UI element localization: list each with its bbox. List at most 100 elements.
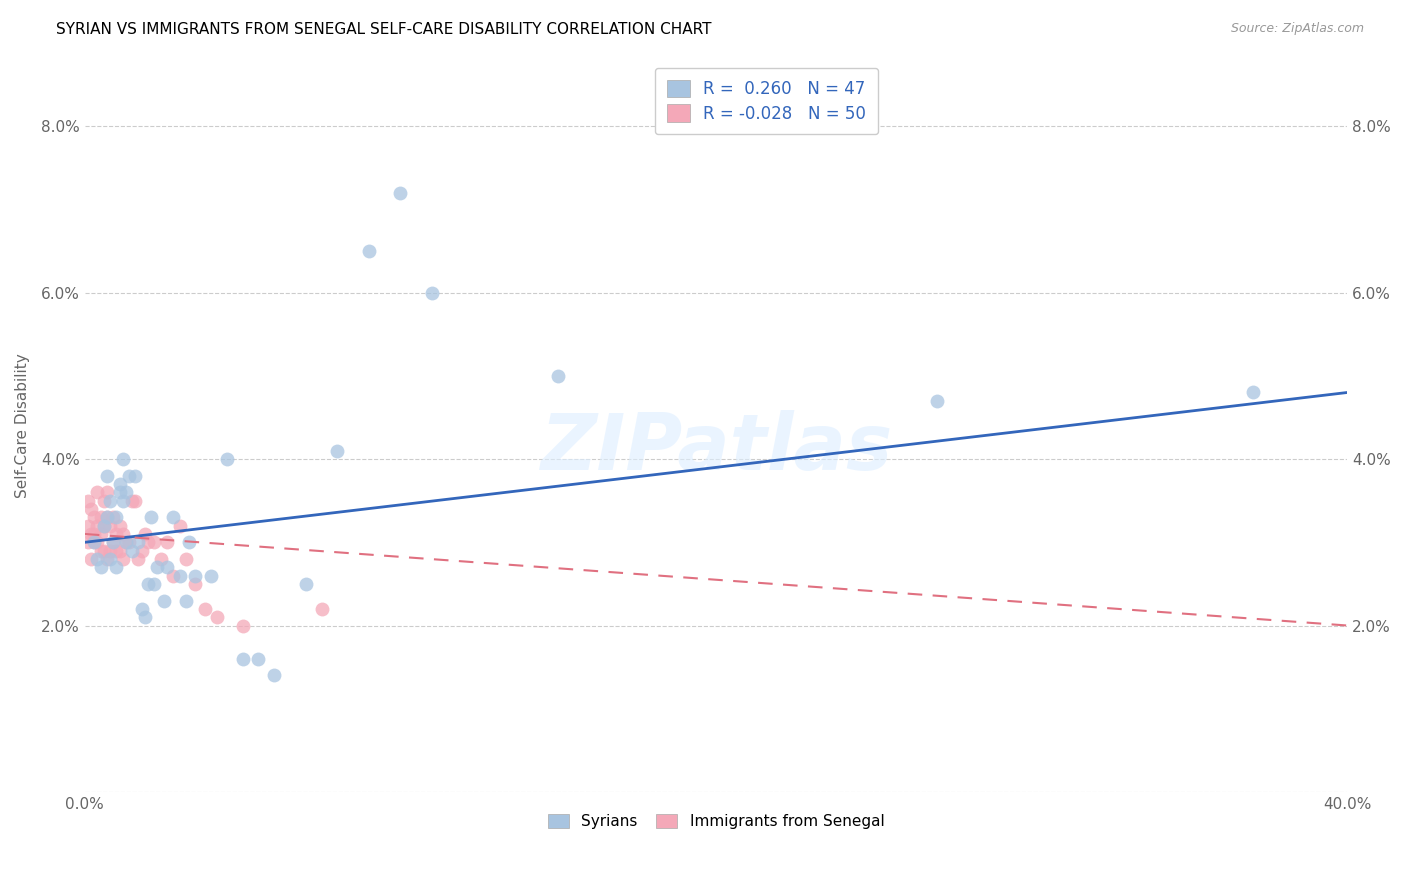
Point — [83, 527, 105, 541]
Point — [177, 535, 200, 549]
Point — [146, 560, 169, 574]
Point — [115, 535, 138, 549]
Point — [124, 468, 146, 483]
Point — [294, 577, 316, 591]
Point — [111, 452, 134, 467]
Point — [925, 393, 948, 408]
Point — [547, 368, 569, 383]
Point — [121, 493, 143, 508]
Point — [93, 543, 115, 558]
Point — [263, 668, 285, 682]
Point — [111, 493, 134, 508]
Point — [118, 468, 141, 483]
Point — [90, 510, 112, 524]
Point — [131, 543, 153, 558]
Point — [77, 518, 100, 533]
Point — [108, 477, 131, 491]
Point — [207, 610, 229, 624]
Point — [232, 652, 254, 666]
Point — [90, 527, 112, 541]
Point — [96, 552, 118, 566]
Point — [111, 527, 134, 541]
Text: Source: ZipAtlas.com: Source: ZipAtlas.com — [1230, 22, 1364, 36]
Point — [105, 510, 128, 524]
Point — [93, 518, 115, 533]
Point — [98, 493, 121, 508]
Point — [184, 568, 207, 582]
Point — [200, 568, 222, 582]
Point — [105, 527, 128, 541]
Point — [103, 510, 125, 524]
Point — [83, 510, 105, 524]
Point — [169, 518, 191, 533]
Point — [139, 510, 162, 524]
Point — [93, 518, 115, 533]
Point — [121, 543, 143, 558]
Point — [420, 285, 443, 300]
Point — [90, 543, 112, 558]
Point — [311, 602, 333, 616]
Point — [83, 535, 105, 549]
Point — [149, 552, 172, 566]
Point — [105, 543, 128, 558]
Point — [96, 510, 118, 524]
Point — [90, 560, 112, 574]
Point — [389, 186, 412, 200]
Point — [152, 593, 174, 607]
Point — [115, 485, 138, 500]
Point — [326, 443, 349, 458]
Point — [143, 577, 166, 591]
Point — [162, 568, 184, 582]
Point — [156, 535, 179, 549]
Point — [103, 535, 125, 549]
Point — [80, 552, 103, 566]
Text: SYRIAN VS IMMIGRANTS FROM SENEGAL SELF-CARE DISABILITY CORRELATION CHART: SYRIAN VS IMMIGRANTS FROM SENEGAL SELF-C… — [56, 22, 711, 37]
Point — [357, 244, 380, 258]
Point — [128, 535, 150, 549]
Point — [108, 518, 131, 533]
Point — [96, 468, 118, 483]
Point — [169, 568, 191, 582]
Point — [80, 502, 103, 516]
Point — [115, 535, 138, 549]
Point — [105, 560, 128, 574]
Point — [80, 527, 103, 541]
Point — [86, 535, 108, 549]
Point — [118, 535, 141, 549]
Point — [136, 577, 159, 591]
Point — [1241, 385, 1264, 400]
Point — [131, 602, 153, 616]
Point — [184, 577, 207, 591]
Point — [96, 510, 118, 524]
Point — [134, 527, 156, 541]
Y-axis label: Self-Care Disability: Self-Care Disability — [15, 353, 30, 498]
Point — [98, 518, 121, 533]
Point — [77, 535, 100, 549]
Point — [108, 543, 131, 558]
Point — [174, 593, 197, 607]
Legend: Syrians, Immigrants from Senegal: Syrians, Immigrants from Senegal — [541, 808, 890, 836]
Point — [232, 618, 254, 632]
Point — [96, 485, 118, 500]
Point — [111, 552, 134, 566]
Point — [156, 560, 179, 574]
Point — [98, 543, 121, 558]
Point — [103, 535, 125, 549]
Point — [143, 535, 166, 549]
Point — [162, 510, 184, 524]
Point — [86, 552, 108, 566]
Point — [174, 552, 197, 566]
Point — [77, 493, 100, 508]
Point — [136, 535, 159, 549]
Point — [247, 652, 270, 666]
Point — [134, 610, 156, 624]
Point — [194, 602, 217, 616]
Point — [98, 552, 121, 566]
Point — [93, 493, 115, 508]
Text: ZIPatlas: ZIPatlas — [540, 409, 893, 486]
Point — [215, 452, 238, 467]
Point — [108, 485, 131, 500]
Point — [86, 518, 108, 533]
Point — [83, 535, 105, 549]
Point — [128, 552, 150, 566]
